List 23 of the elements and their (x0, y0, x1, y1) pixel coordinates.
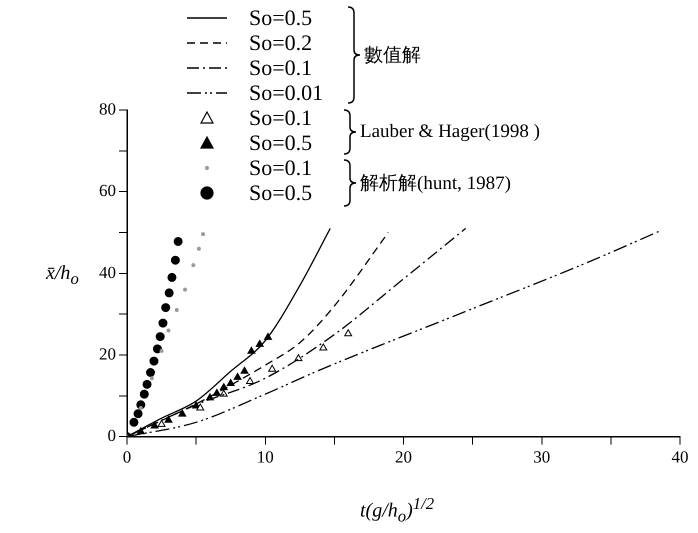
legend-label: So=0.5 (249, 180, 312, 205)
y-tick-label: 40 (99, 262, 116, 282)
y-tick-label: 0 (108, 426, 116, 446)
x-tick-label: 40 (672, 447, 688, 466)
y-tick-label: 60 (99, 181, 116, 200)
x-tick-label: 0 (122, 447, 132, 466)
annotation: Lauber & Hager(1998 ) (360, 121, 540, 143)
x-axis-title: t(g/h$_{o}$)$^{1/2}$ (360, 494, 434, 527)
annotation: 解析解(hunt, 1987) (360, 172, 511, 196)
x-tick-label: 20 (395, 447, 412, 466)
y-axis-title: x̄/h$_{o}$ (46, 262, 79, 289)
legend-label: So=0.01 (249, 80, 324, 105)
legend-label: So=0.1 (249, 105, 312, 130)
legend-label: So=0.2 (249, 30, 312, 55)
legend-label: So=0.1 (249, 55, 312, 80)
legend-label: So=0.5 (249, 130, 312, 155)
x-tick-label: 30 (533, 447, 550, 466)
y-tick-label: 80 (99, 99, 116, 118)
legend-label: So=0.1 (249, 155, 312, 180)
x-tick-label: 10 (256, 447, 274, 466)
y-tick-label: 20 (99, 344, 116, 364)
text: 數值解 (364, 44, 421, 68)
legend-label: So=0.5 (249, 5, 312, 30)
